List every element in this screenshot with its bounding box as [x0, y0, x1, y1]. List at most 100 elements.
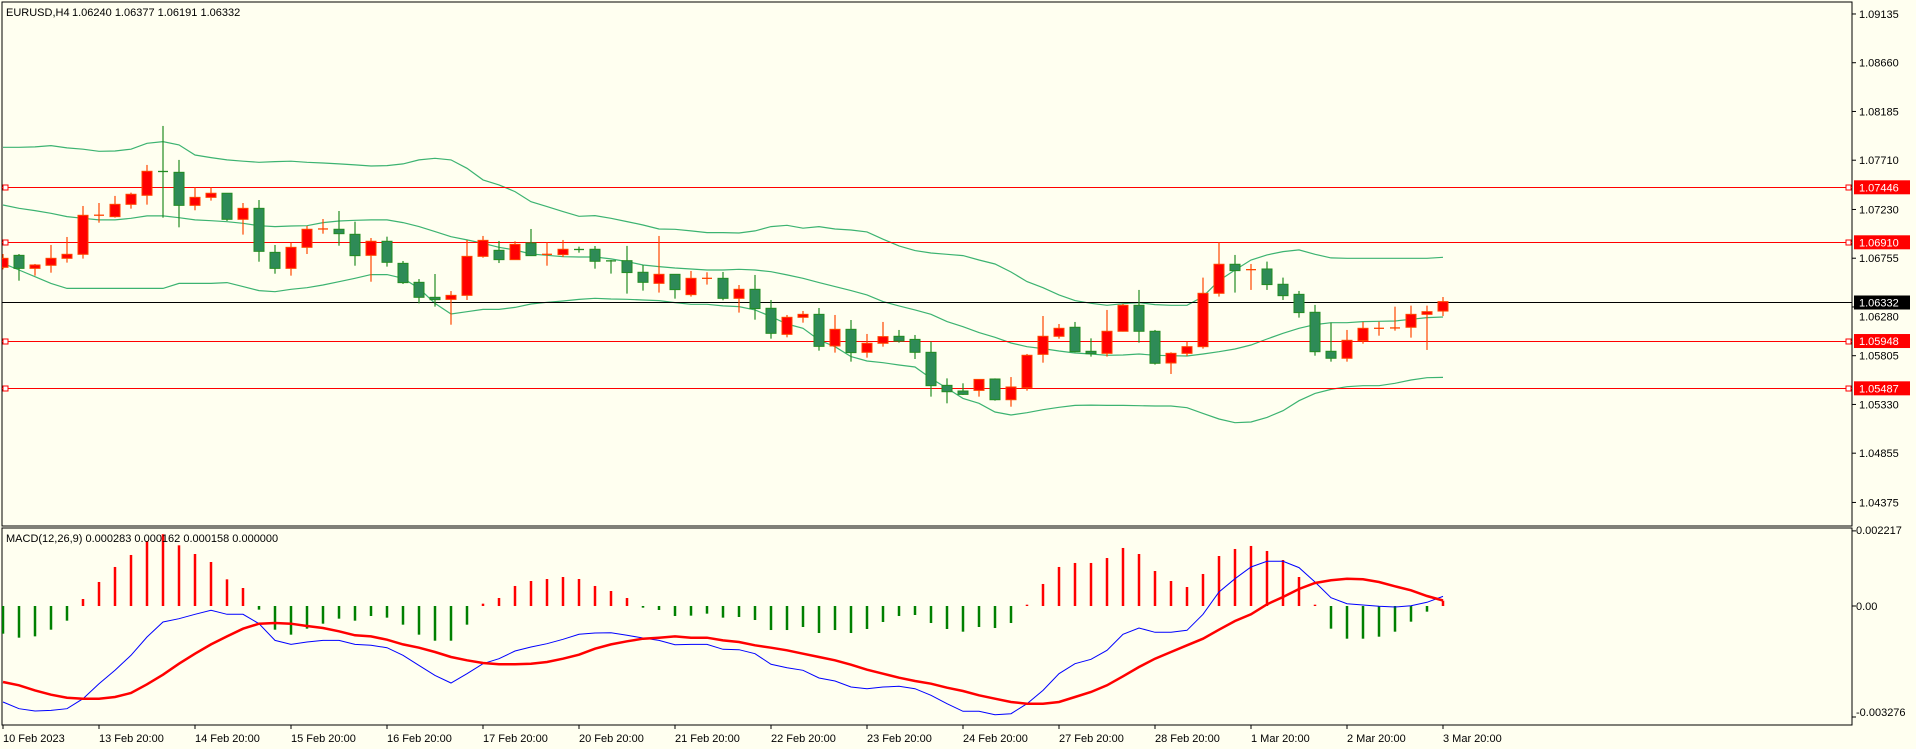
candle-body — [77, 214, 89, 255]
bull-candle — [1021, 353, 1033, 391]
line-handle-left — [2, 184, 9, 191]
line-handle-right — [1845, 338, 1852, 345]
price-tag — [1854, 235, 1910, 250]
line-handle-right — [1845, 239, 1852, 246]
bear-candle — [637, 264, 649, 291]
candle-body — [877, 336, 889, 344]
bull-candle — [461, 239, 473, 300]
bear-candle — [333, 211, 345, 246]
candle-body — [125, 193, 137, 205]
macd-tick-label: 0.00 — [1856, 601, 1877, 613]
bull-candle — [29, 263, 41, 276]
time-tick-label: 2 Mar 20:00 — [1347, 733, 1406, 745]
bull-candle — [861, 333, 873, 358]
macd-tick-label: 0.002217 — [1856, 525, 1902, 537]
candle-body — [829, 328, 841, 347]
bull-candle — [1246, 263, 1256, 290]
time-axis[interactable]: 10 Feb 2023 13 Feb 20:00 14 Feb 20:00 15 Fe… — [2, 725, 1502, 745]
bull-candle — [557, 239, 569, 257]
bull-candle — [189, 187, 201, 211]
macd-axis: 0.002217 0.00 -0.003276 — [1852, 525, 1906, 719]
bull-candle — [542, 242, 552, 266]
candle-body — [269, 251, 281, 269]
bull-candle — [301, 225, 313, 255]
bull-candle — [1165, 352, 1177, 374]
bollinger-lower-line — [2, 262, 1444, 424]
candle-body — [765, 307, 777, 334]
bull-candle — [1374, 321, 1384, 336]
bear-candle — [717, 271, 729, 301]
time-tick-label: 10 Feb 2023 — [3, 733, 65, 745]
macd-pane[interactable]: MACD(12,26,9) 0.000283 0.000162 0.000158… — [1, 527, 1853, 726]
bull-candle — [445, 291, 457, 325]
bull-candle — [1037, 315, 1049, 363]
bull-candle — [1437, 297, 1449, 317]
candle-body — [1069, 326, 1081, 353]
macd-tick-label: -0.003276 — [1856, 707, 1906, 719]
price-tick-label: 1.06755 — [1859, 253, 1899, 265]
price-tick-label: 1.04375 — [1859, 497, 1899, 509]
candle-body — [845, 328, 857, 354]
candle-body — [189, 196, 201, 206]
candle-body — [749, 288, 761, 310]
time-tick-label: 24 Feb 20:00 — [963, 733, 1028, 745]
time-tick-label: 28 Feb 20:00 — [1155, 733, 1220, 745]
price-tag — [1854, 381, 1910, 396]
price-tick-label: 1.08185 — [1859, 106, 1899, 118]
line-handle-right — [1845, 385, 1852, 392]
candle-body — [781, 316, 793, 335]
price-tick-label: 1.05330 — [1859, 399, 1899, 411]
bull-candle — [477, 235, 489, 258]
candle-body — [989, 378, 1001, 401]
candle-body — [813, 313, 825, 347]
bull-candle — [109, 195, 121, 218]
bear-candle — [397, 260, 409, 284]
candle-body — [525, 242, 537, 257]
bear-candle — [525, 228, 537, 257]
bull-candle — [1181, 341, 1193, 357]
candle-body — [2, 257, 9, 268]
time-tick-label: 27 Feb 20:00 — [1059, 733, 1124, 745]
bull-candle — [1390, 306, 1400, 331]
time-tick-label: 23 Feb 20:00 — [867, 733, 932, 745]
macd-main-line — [2, 560, 1444, 716]
bear-candle — [606, 259, 616, 274]
candle-body — [61, 253, 73, 259]
time-tick-label: 13 Feb 20:00 — [99, 733, 164, 745]
bear-candle — [158, 125, 168, 218]
time-tick-label: 16 Feb 20:00 — [387, 733, 452, 745]
bull-candle — [1357, 321, 1369, 344]
candle-body — [349, 233, 361, 257]
line-handle-right — [1845, 184, 1852, 191]
line-handle-left — [2, 338, 9, 345]
time-tick-label: 3 Mar 20:00 — [1443, 733, 1502, 745]
candle-body — [653, 273, 665, 284]
bull-candle — [318, 219, 328, 234]
candle-body — [973, 378, 985, 391]
candle-body — [1421, 311, 1433, 315]
main-price-pane[interactable]: EURUSD,H4 1.06240 1.06377 1.06191 1.0633… — [0, 1, 1853, 527]
candle-body — [637, 271, 649, 283]
bear-candle — [813, 307, 825, 351]
price-axis[interactable]: 1.09135 1.08660 1.08185 1.07710 1.07230 1.067… — [1852, 9, 1899, 509]
candle-body — [109, 203, 121, 218]
bear-candle — [845, 319, 857, 362]
bull-candle — [1341, 329, 1353, 362]
candle-body — [1405, 313, 1417, 328]
candle-body — [493, 249, 505, 261]
candle-body — [29, 264, 41, 269]
candle-body — [797, 313, 809, 318]
candle-body — [1325, 350, 1337, 359]
bear-candle — [13, 254, 25, 281]
bear-candle — [1229, 254, 1241, 293]
candle-body — [1261, 268, 1273, 286]
candle-body — [1293, 293, 1305, 314]
bear-candle — [381, 236, 393, 267]
bull-candle — [653, 235, 665, 293]
price-tick-label: 1.09135 — [1859, 9, 1899, 21]
candle-body — [333, 228, 345, 235]
candle-body — [925, 351, 937, 387]
bear-candle — [989, 378, 1001, 401]
